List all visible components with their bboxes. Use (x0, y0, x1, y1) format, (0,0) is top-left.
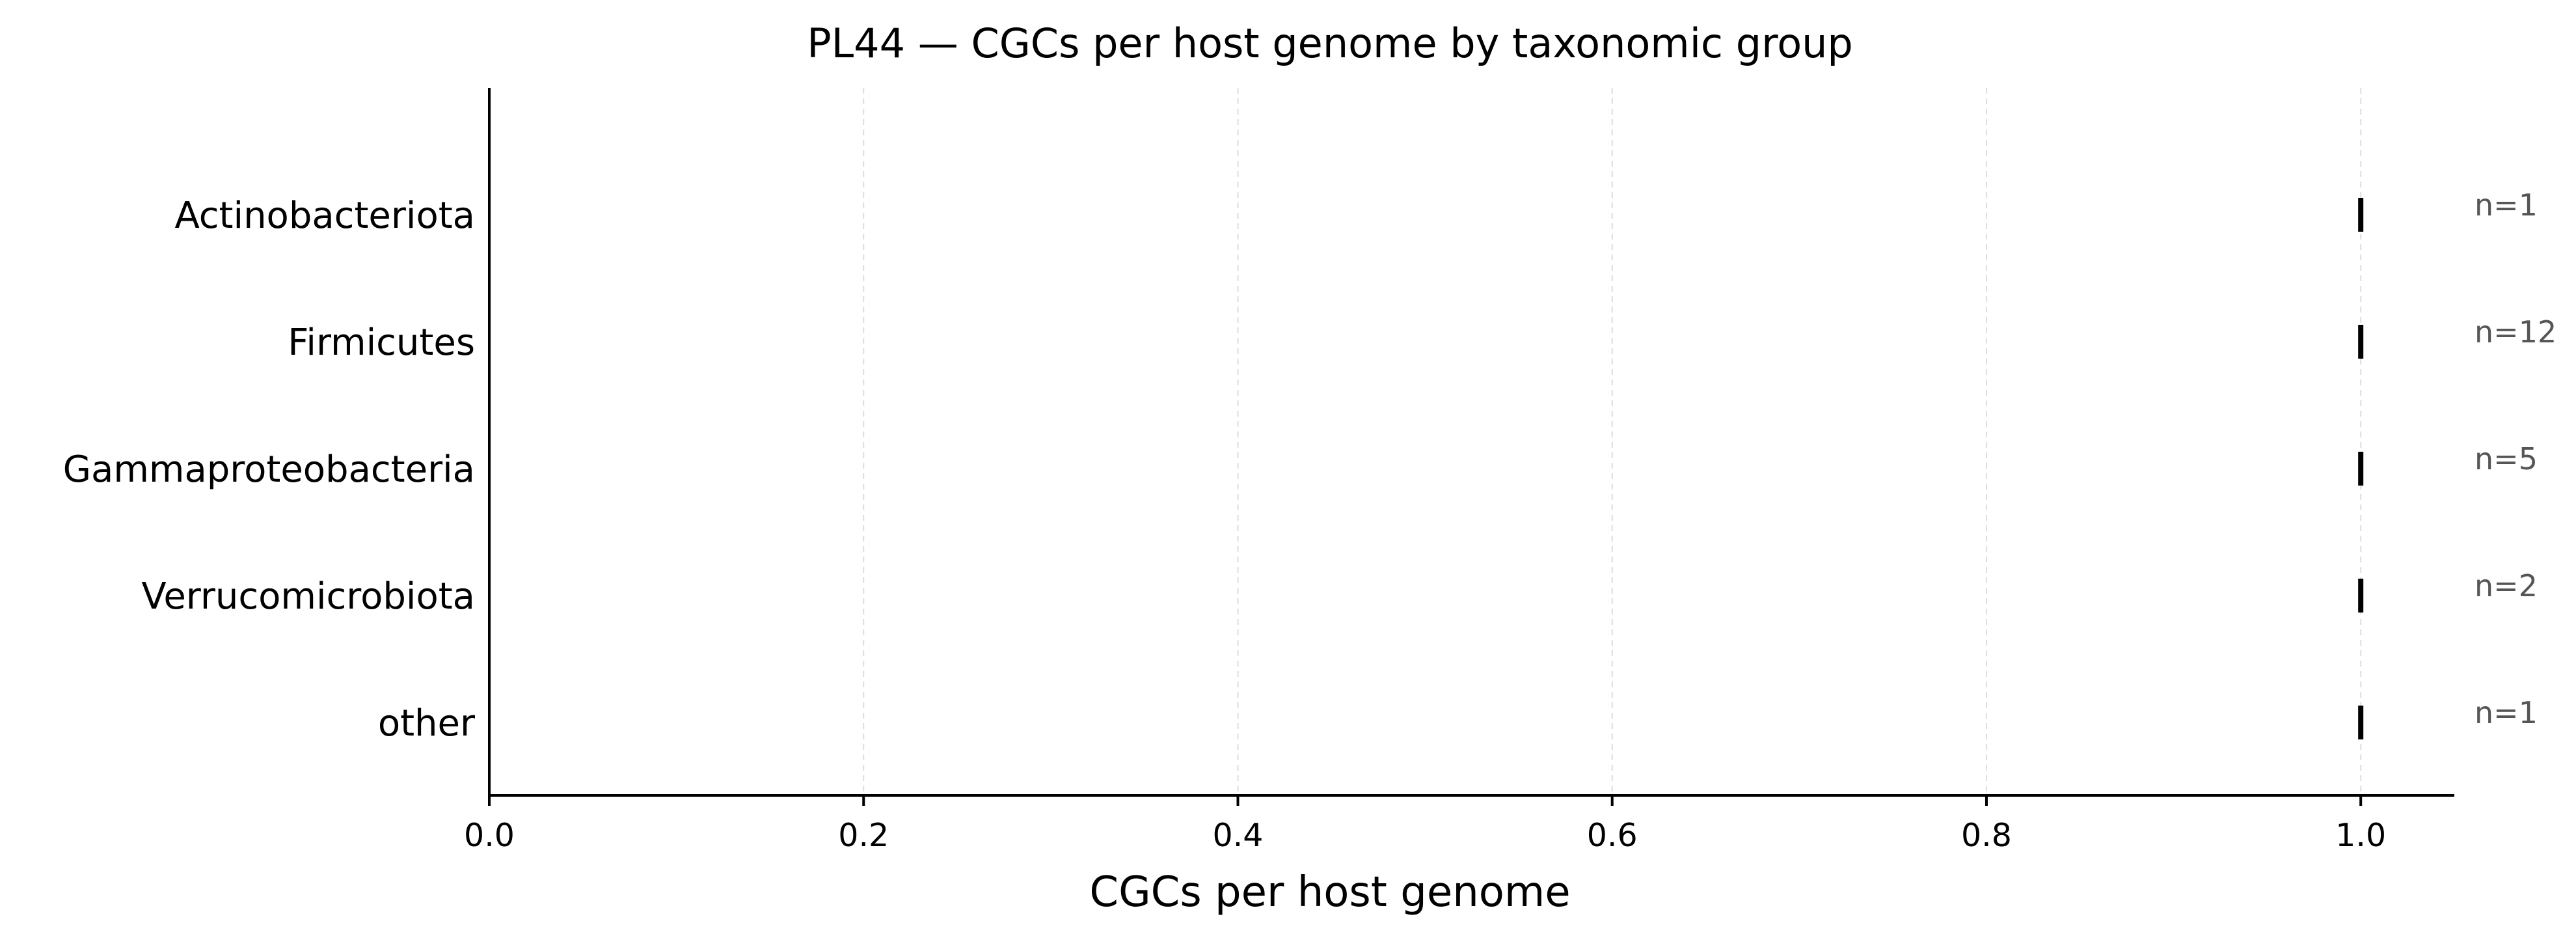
count-label-4: n=1 (2474, 695, 2538, 730)
category-labels: Actinobacteriota Firmicutes Gammaproteobac… (63, 195, 476, 745)
x-axis-label: CGCs per host genome (1089, 868, 1570, 916)
count-label-0: n=1 (2474, 187, 2538, 223)
count-label-3: n=2 (2474, 568, 2538, 603)
category-label-1: Firmicutes (288, 322, 475, 364)
axes (488, 88, 2454, 797)
category-label-3: Verrucomicrobiota (141, 575, 475, 618)
category-label-4: other (378, 702, 476, 745)
grid-lines (863, 88, 2362, 795)
x-tick-label-2: 0.4 (1213, 817, 1264, 854)
x-ticks: 0.0 0.2 0.4 0.6 0.8 1.0 (464, 795, 2386, 854)
x-tick-label-3: 0.6 (1587, 817, 1638, 854)
category-label-2: Gammaproteobacteria (63, 448, 475, 491)
x-tick-label-5: 1.0 (2335, 817, 2386, 854)
x-tick-label-0: 0.0 (464, 817, 515, 854)
count-labels: n=1 n=12 n=5 n=2 n=1 (2474, 187, 2556, 730)
chart-title: PL44 — CGCs per host genome by taxonomic… (807, 20, 1853, 67)
x-tick-label-4: 0.8 (1961, 817, 2012, 854)
x-tick-label-1: 0.2 (838, 817, 889, 854)
count-label-1: n=12 (2474, 314, 2556, 350)
count-label-2: n=5 (2474, 441, 2538, 476)
category-label-0: Actinobacteriota (174, 195, 475, 237)
